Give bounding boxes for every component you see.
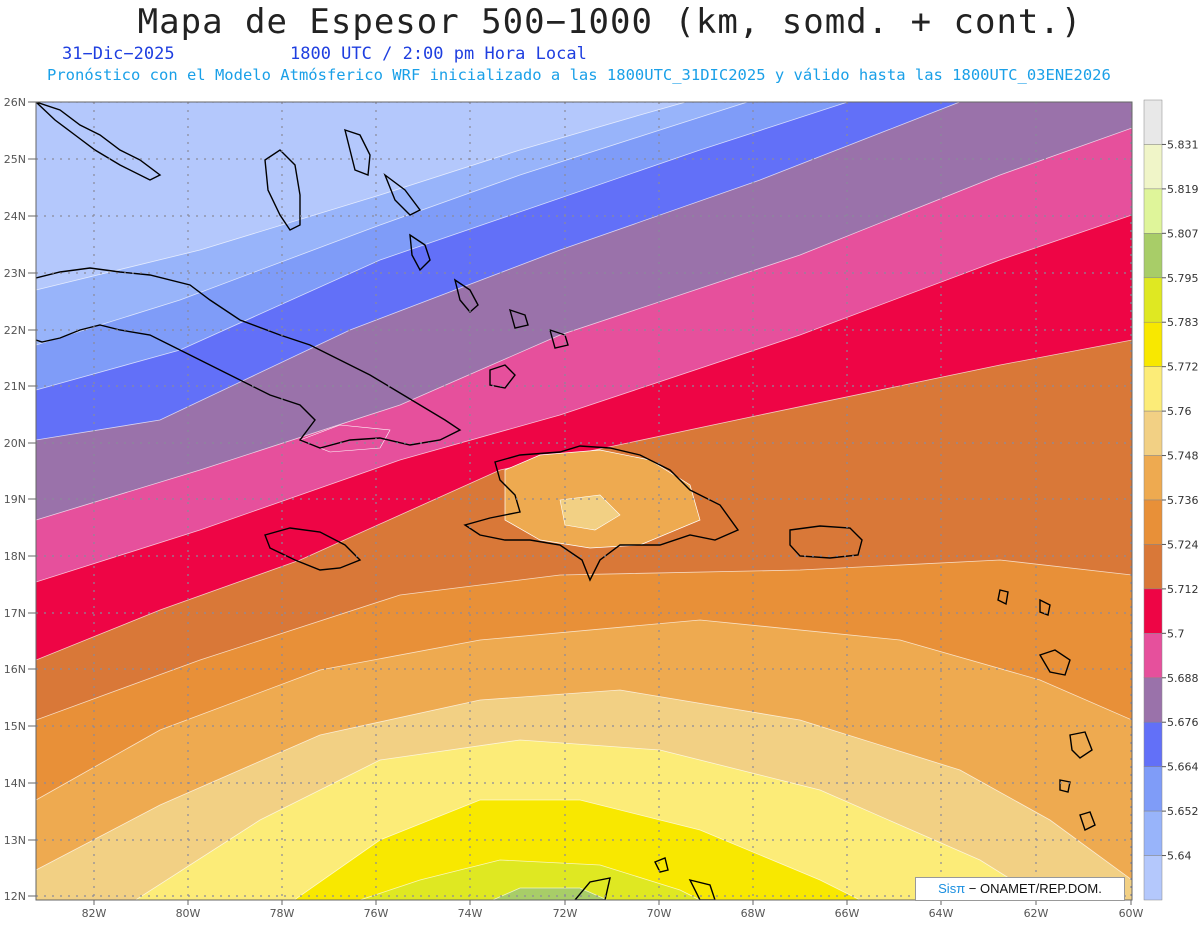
lon-label: 80W [176, 907, 201, 920]
legend-label: 5.724 [1167, 538, 1199, 551]
credit-box: Sisπ − ONAMET/REP.DOM. [915, 877, 1125, 901]
lon-label: 76W [364, 907, 389, 920]
legend-label: 5.831 [1167, 138, 1199, 151]
lat-label: 14N [4, 777, 26, 790]
legend-label: 5.807 [1167, 227, 1199, 240]
legend-swatch [1143, 188, 1163, 234]
legend-label: 5.712 [1167, 583, 1199, 596]
lon-label: 78W [270, 907, 295, 920]
lon-label: 68W [741, 907, 766, 920]
legend-swatch [1143, 366, 1163, 412]
legend-label: 5.748 [1167, 450, 1199, 463]
legend-swatch [1143, 144, 1163, 190]
legend-swatch [1143, 855, 1163, 901]
legend-swatch [1143, 410, 1163, 456]
legend-label: 5.772 [1167, 361, 1199, 374]
lat-label: 24N [4, 210, 26, 223]
legend-swatch [1143, 499, 1163, 545]
color-legend: 5.831 5.819 5.807 5.795 5.783 5.772 5.76 5.748 5… [1143, 99, 1199, 901]
lat-label: 21N [4, 380, 26, 393]
legend-swatch [1143, 588, 1163, 634]
lat-label: 19N [4, 493, 26, 506]
lon-label: 62W [1024, 907, 1049, 920]
legend-label: 5.676 [1167, 716, 1199, 729]
latitude-labels: 26N 25N 24N 23N 22N 21N 20N 19N 18N 17N 16N 15N 14N 1… [4, 96, 36, 903]
legend-swatch [1143, 233, 1163, 279]
lon-label: 64W [929, 907, 954, 920]
legend-label: 5.783 [1167, 316, 1199, 329]
lat-label: 18N [4, 550, 26, 563]
lat-label: 13N [4, 834, 26, 847]
legend-label: 5.664 [1167, 761, 1199, 774]
legend-label: 5.736 [1167, 494, 1199, 507]
map-title: Mapa de Espesor 500−1000 (km, somd. + co… [137, 2, 1083, 42]
legend-swatch [1143, 810, 1163, 856]
lon-label: 74W [458, 907, 483, 920]
legend-label: 5.688 [1167, 672, 1199, 685]
lat-label: 26N [4, 96, 26, 109]
lat-label: 15N [4, 720, 26, 733]
legend-label: 5.64 [1167, 850, 1192, 863]
longitude-labels: 82W 80W 78W 76W 74W 72W 70W 68W 66W 64W 62W 60W [82, 900, 1144, 920]
lat-label: 17N [4, 607, 26, 620]
legend-swatch [1143, 321, 1163, 367]
legend-swatch [1143, 633, 1163, 679]
lat-label: 12N [4, 890, 26, 903]
lon-label: 60W [1119, 907, 1144, 920]
legend-label: 5.652 [1167, 805, 1199, 818]
legend-label: 5.76 [1167, 405, 1192, 418]
legend-swatch [1143, 455, 1163, 501]
legend-swatch [1143, 277, 1163, 323]
lat-label: 22N [4, 324, 26, 337]
legend-swatch [1143, 677, 1163, 723]
lat-label: 16N [4, 663, 26, 676]
forecast-time: 1800 UTC / 2:00 pm Hora Local [290, 44, 587, 64]
lon-label: 66W [835, 907, 860, 920]
legend-swatch [1143, 99, 1163, 145]
lon-label: 82W [82, 907, 107, 920]
legend-label: 5.795 [1167, 272, 1199, 285]
legend-swatch [1143, 721, 1163, 767]
legend-label: 5.819 [1167, 183, 1199, 196]
sispi-logo: Sisπ [938, 881, 966, 896]
lon-label: 70W [647, 907, 672, 920]
map-fill [36, 102, 1132, 900]
legend-label: 5.7 [1167, 627, 1185, 640]
lat-label: 25N [4, 153, 26, 166]
legend-swatch [1143, 766, 1163, 812]
lon-label: 72W [553, 907, 578, 920]
island-contours [36, 102, 1096, 900]
credit-text: − ONAMET/REP.DOM. [968, 881, 1102, 896]
legend-swatch [1143, 544, 1163, 590]
forecast-subtitle: Pronóstico con el Modelo Atmósferico WRF… [47, 66, 1111, 84]
lat-label: 23N [4, 267, 26, 280]
lat-label: 20N [4, 437, 26, 450]
forecast-date: 31−Dic−2025 [62, 44, 175, 64]
